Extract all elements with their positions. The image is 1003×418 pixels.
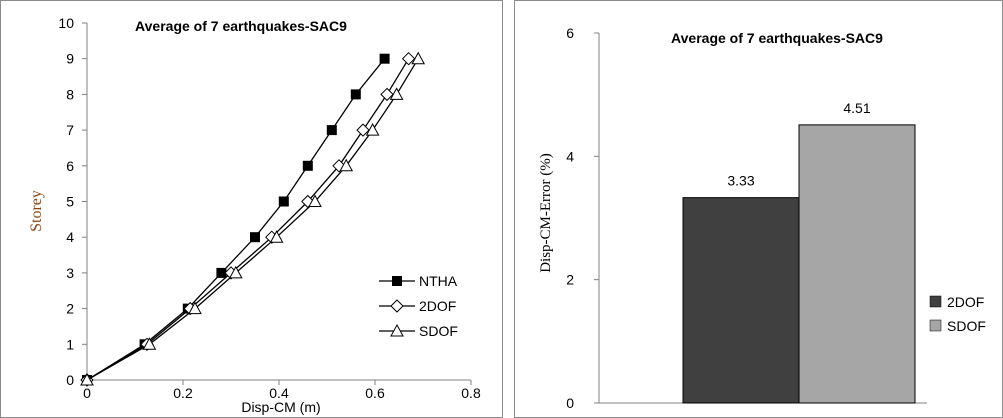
storey-displacement-plot: Average of 7 earthquakes-SAC9 Storey Dis… [28, 15, 481, 415]
data-point [401, 51, 416, 66]
legend-label: NTHA [419, 273, 458, 289]
data-point [250, 232, 260, 243]
series-line [86, 58, 419, 381]
y-tick-label: 6 [66, 158, 74, 174]
data-point [269, 230, 284, 243]
data-point [326, 125, 337, 136]
x-tick-label: 0.4 [269, 385, 289, 401]
storey-displacement-chart: Average of 7 earthquakes-SAC9 Storey Dis… [0, 0, 503, 418]
bars: 3.33 4.51 [682, 100, 916, 404]
displacement-error-plot: Average of 7 earthquakes-SAC9 Disp-CM-Er… [538, 25, 986, 411]
y-tick-label: 0 [566, 395, 574, 411]
data-point [142, 337, 157, 350]
data-point [308, 194, 322, 207]
x-axis-label: Disp-CM (m) [241, 399, 320, 415]
legend-entry: 2DOF [929, 294, 984, 310]
data-point [356, 123, 370, 137]
data-point [350, 89, 361, 100]
data-point [380, 87, 394, 102]
data-point [339, 158, 354, 172]
displacement-error-chart: Average of 7 earthquakes-SAC9 Disp-CM-Er… [514, 0, 1003, 418]
legend-label: SDOF [947, 318, 986, 334]
legend-marker [390, 323, 404, 337]
y-tick-label: 8 [66, 86, 74, 102]
y-axis-label: Storey [28, 190, 45, 232]
legend-entry: 2DOF [379, 298, 456, 314]
data-point [216, 267, 227, 278]
y-tick-label: 4 [566, 148, 574, 164]
chart-title: Average of 7 earthquakes-SAC9 [135, 18, 347, 34]
data-point [278, 196, 289, 207]
legend: 2DOF SDOF [929, 294, 986, 334]
bar-2dof [682, 197, 800, 404]
x-tick-label: 0.8 [461, 385, 481, 401]
y-tick-label: 1 [66, 336, 74, 352]
y-tick-label: 7 [66, 122, 74, 138]
y-tick-label: 4 [66, 229, 74, 245]
data-point [365, 123, 380, 136]
data-point [411, 51, 426, 65]
x-tick-label: 0.2 [173, 385, 193, 401]
data-label: 3.33 [727, 173, 754, 189]
x-tick-label: 0.6 [365, 385, 385, 401]
y-tick-label: 5 [66, 194, 74, 210]
data-label: 4.51 [843, 100, 870, 116]
y-tick-label: 10 [58, 15, 74, 31]
y-tick-label: 6 [566, 25, 574, 41]
legend-swatch [929, 319, 942, 332]
y-axis-ticks: 0 1 2 3 4 5 6 7 8 9 10 [58, 15, 87, 388]
series-2dof [80, 51, 416, 387]
legend-marker [390, 299, 404, 313]
y-tick-label: 2 [66, 301, 74, 317]
legend-entry: SDOF [379, 323, 458, 339]
y-tick-label: 2 [566, 272, 574, 288]
data-series [80, 51, 426, 387]
series-sdof [80, 51, 426, 386]
data-point [302, 160, 313, 171]
legend-entry: NTHA [379, 273, 458, 289]
y-axis-ticks: 0 2 4 6 [566, 25, 599, 411]
legend-label: SDOF [419, 323, 458, 339]
x-tick-label: 0 [83, 385, 91, 401]
data-point [379, 53, 390, 64]
legend-entry: SDOF [929, 318, 986, 334]
chart-title: Average of 7 earthquakes-SAC9 [671, 30, 883, 46]
data-point [228, 265, 243, 279]
legend-marker [392, 276, 402, 286]
data-point [188, 301, 202, 315]
y-tick-label: 9 [66, 51, 74, 67]
series-line [86, 58, 386, 381]
legend: NTHA 2DOF SDOF [379, 273, 458, 339]
data-point [80, 372, 94, 386]
data-point [389, 87, 404, 100]
series-line [86, 58, 410, 381]
y-tick-label: 0 [66, 372, 74, 388]
bar-sdof [798, 124, 916, 404]
legend-label: 2DOF [947, 294, 984, 310]
x-axis-ticks: 0 0.2 0.4 0.6 0.8 [83, 380, 481, 401]
legend-swatch [929, 295, 942, 308]
series-ntha [82, 53, 390, 385]
legend-label: 2DOF [419, 298, 456, 314]
y-tick-label: 3 [66, 265, 74, 281]
y-axis-label: Disp-CM-Error (%) [538, 153, 554, 273]
